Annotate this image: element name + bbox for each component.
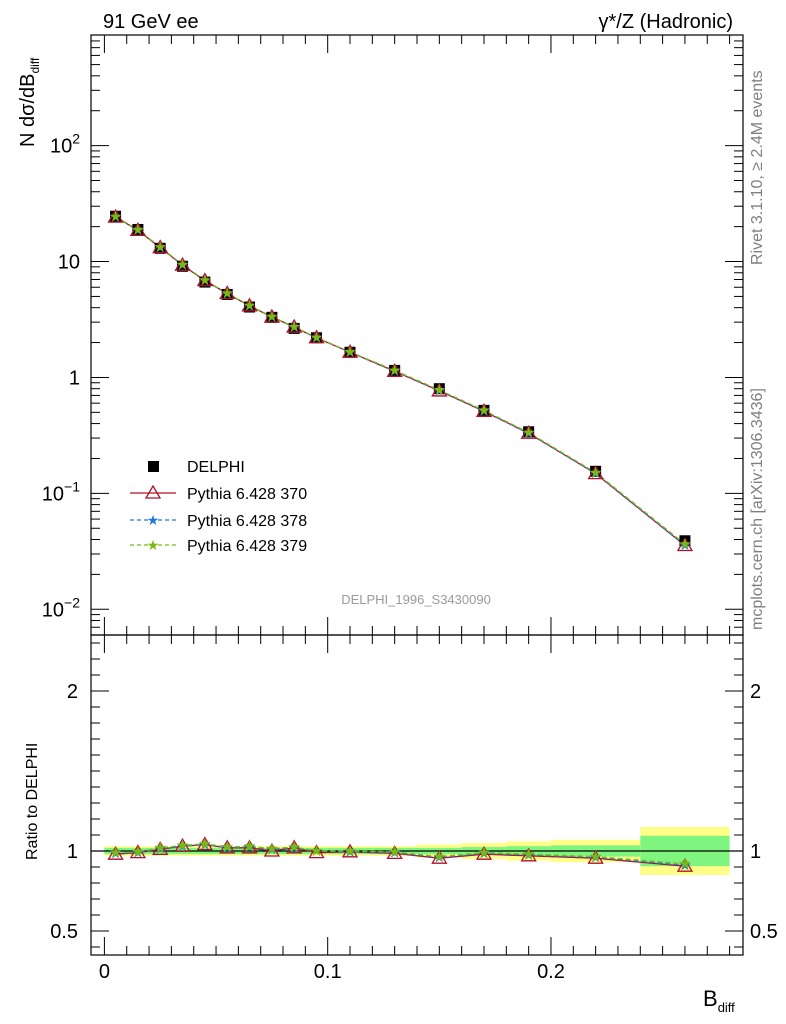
marker-pythia379 [478,404,490,416]
ratio-marker-pythia379 [221,841,233,852]
marker-pythia379 [389,364,401,376]
x-axis-title: Bdiff [703,986,735,1015]
marker-pythia379 [433,384,445,395]
ratio-marker-pythia379 [522,848,535,860]
energy-label: 91 GeV ee [103,11,199,33]
main-y-tick-label: 10−2 [42,594,80,621]
marker-pythia379 [266,310,278,322]
marker-pythia379 [132,223,144,235]
ratio-y-axis-title: Ratio to DELPHI [24,743,41,860]
svg-text:N dσ/dBdiff: N dσ/dBdiff [17,57,42,147]
mcplots-label: mcplots.cern.ch [arXiv:1306.3436] [749,388,766,630]
ratio-y-tick-label: 0.5 [50,921,78,943]
ratio-marker-pythia379 [389,845,401,857]
legend-label-379: Pythia 6.428 379 [187,538,307,555]
ratio-y-tick-label-right: 2 [750,681,761,703]
ratio-y-tick-label: 1 [67,841,78,863]
main-y-title-text: N dσ/dB [17,74,39,148]
main-y-tick-label: 10−1 [42,478,80,505]
x-tick-label: 0.2 [537,961,565,983]
ratio-marker-pythia379 [154,841,166,853]
marker-pythia379 [522,426,535,438]
legend-label-370: Pythia 6.428 370 [187,486,307,503]
marker-pythia379 [344,345,356,357]
ratio-marker-pythia379 [679,857,691,869]
ratio-marker-pythia370 [676,857,694,872]
legend-marker-379: ★ [147,538,160,554]
marker-pythia379 [199,274,211,286]
ratio-marker-pythia379 [199,837,211,849]
x-tick-label: 0 [99,961,110,983]
marker-pythia379 [243,299,256,311]
legend-marker-378: ★ [147,513,160,529]
marker-pythia379 [154,241,166,252]
main-y-tick-label: 10 [58,252,80,274]
marker-pythia379 [176,258,189,270]
marker-pythia379 [288,320,300,332]
x-title-text: B [703,986,718,1011]
main-panel: 10−2 10−1 1 10 102 [42,34,744,636]
ratio-marker-pythia379 [433,850,445,862]
marker-pythia379 [679,538,691,549]
ratio-y-tick-label: 2 [67,681,78,703]
x-title-sub: diff [718,1000,735,1015]
legend-marker-370 [144,484,162,499]
marker-pythia379 [589,466,602,478]
ratio-y-tick-label-right: 1 [750,841,761,863]
ratio-marker-pythia370 [152,841,169,856]
rivet-version-label: Rivet 3.1.10, ≥ 2.4M events [749,70,766,265]
marker-pythia379 [109,210,122,222]
main-y-tick-label: 1 [69,367,80,389]
ratio-marker-pythia379 [310,845,323,856]
ratio-marker-pythia370 [107,845,124,860]
ratio-marker-pythia370 [241,839,258,854]
ratio-marker-pythia379 [243,840,256,852]
legend-label-378: Pythia 6.428 378 [187,513,307,530]
legend: DELPHI Pythia 6.428 370 ★ Pythia 6.428 3… [130,459,307,555]
ratio-y-tick-label-right: 0.5 [750,921,778,943]
process-label: γ*/Z (Hadronic) [599,11,733,33]
marker-pythia379 [310,331,323,343]
ratio-marker-pythia379 [132,845,144,857]
ratio-marker-pythia379 [589,850,602,862]
ratio-marker-pythia370 [308,844,325,859]
ratio-marker-pythia379 [109,846,122,858]
ratio-frame [90,634,744,956]
ratio-marker-pythia379 [344,845,356,856]
ratio-marker-pythia370 [520,847,537,862]
ratio-marker-pythia379 [266,842,278,854]
ratio-marker-pythia370 [475,845,493,860]
main-y-axis-title: N dσ/dBdiff [17,57,42,147]
analysis-id-label: DELPHI_1996_S3430090 [341,592,491,607]
marker-pythia379 [221,287,233,299]
ratio-marker-pythia379 [478,846,490,858]
ratio-panel: 0 0.1 0.2 0.5 0.5 1 1 2 2 [50,634,778,983]
ratio-marker-pythia379 [288,841,300,852]
ratio-marker-pythia370 [263,842,280,857]
legend-marker-delphi [148,461,159,472]
ratio-marker-pythia379 [176,839,189,851]
main-y-tick-label: 102 [50,131,80,158]
legend-label-delphi: DELPHI [187,459,245,476]
x-tick-label: 0.1 [314,961,342,983]
main-y-title-sub: diff [28,57,42,73]
